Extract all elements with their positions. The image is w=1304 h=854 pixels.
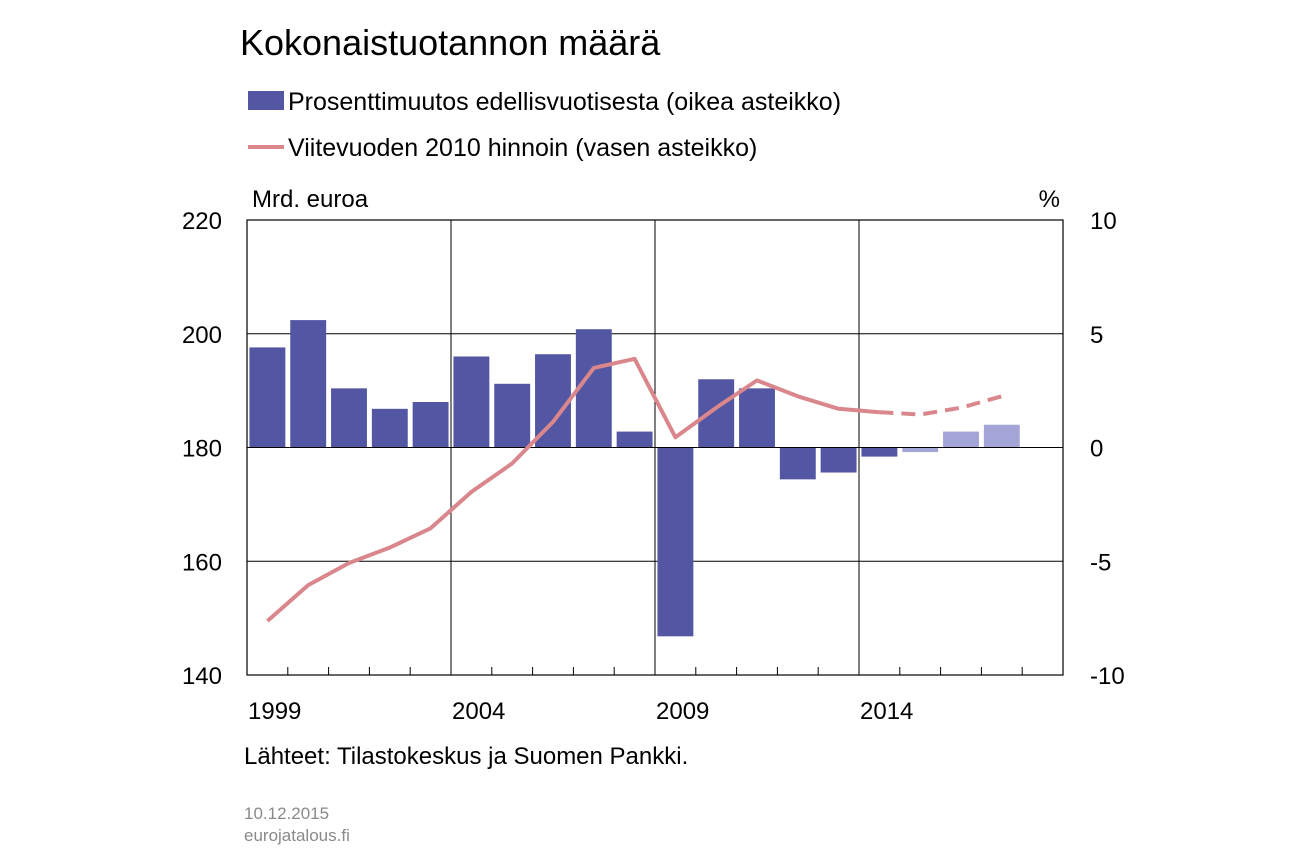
- x-tick-label: 1999: [248, 698, 301, 725]
- bar-2010: [698, 379, 735, 448]
- legend-label-line: Viitevuoden 2010 hinnoin (vasen asteikko…: [288, 134, 757, 162]
- bar-2011: [739, 388, 775, 448]
- legend-label-bars: Prosenttimuutos edellisvuotisesta (oikea…: [288, 88, 841, 116]
- legend-swatch-bars: [248, 91, 284, 110]
- site-name: eurojatalous.fi: [244, 826, 350, 845]
- left-axis-label: Mrd. euroa: [252, 186, 369, 213]
- legend: Prosenttimuutos edellisvuotisesta (oikea…: [248, 88, 841, 162]
- bar-2015: [902, 447, 939, 453]
- right-tick-label: -5: [1090, 549, 1111, 576]
- bar-2008: [616, 431, 653, 448]
- bar-2017: [983, 424, 1020, 448]
- bar-2000: [290, 320, 327, 448]
- right-tick-label: 5: [1090, 322, 1103, 349]
- right-tick-label: 10: [1090, 208, 1117, 235]
- date-stamp: 10.12.2015: [244, 804, 329, 823]
- bar-1999: [249, 347, 286, 448]
- right-axis-label: %: [1039, 186, 1060, 213]
- bar-2013: [820, 447, 857, 473]
- line-forecast: [879, 394, 1003, 417]
- bar-2009: [657, 447, 694, 637]
- x-tick-label: 2014: [860, 698, 913, 725]
- x-tick-label: 2009: [656, 698, 709, 725]
- line-actual: [266, 356, 880, 623]
- bar-series: [249, 320, 1020, 637]
- bar-2001: [331, 388, 367, 448]
- left-tick-label: 180: [182, 436, 222, 463]
- chart-title: Kokonaistuotannon määrä: [240, 22, 661, 63]
- tick-labels: 140 160 180 200 220 -10 -5 0 5 10 1999 2004 2009 2014: [182, 208, 1125, 725]
- bar-2007: [575, 329, 612, 448]
- bar-2014: [861, 447, 898, 457]
- left-tick-label: 140: [182, 663, 222, 690]
- left-tick-label: 200: [182, 322, 222, 349]
- source-note: Lähteet: Tilastokeskus ja Suomen Pankki.: [244, 743, 688, 770]
- bar-2003: [412, 402, 449, 448]
- bar-2004: [453, 356, 490, 448]
- left-tick-label: 220: [182, 208, 222, 235]
- right-tick-label: 0: [1090, 436, 1103, 463]
- left-tick-label: 160: [182, 549, 222, 576]
- x-tick-label: 2004: [452, 698, 505, 725]
- axes: [246, 219, 1064, 676]
- right-tick-label: -10: [1090, 663, 1125, 690]
- bar-2016: [943, 431, 979, 448]
- bar-2005: [494, 383, 531, 448]
- bar-2002: [371, 408, 408, 448]
- line-series: [266, 356, 1003, 623]
- bar-2012: [779, 447, 816, 480]
